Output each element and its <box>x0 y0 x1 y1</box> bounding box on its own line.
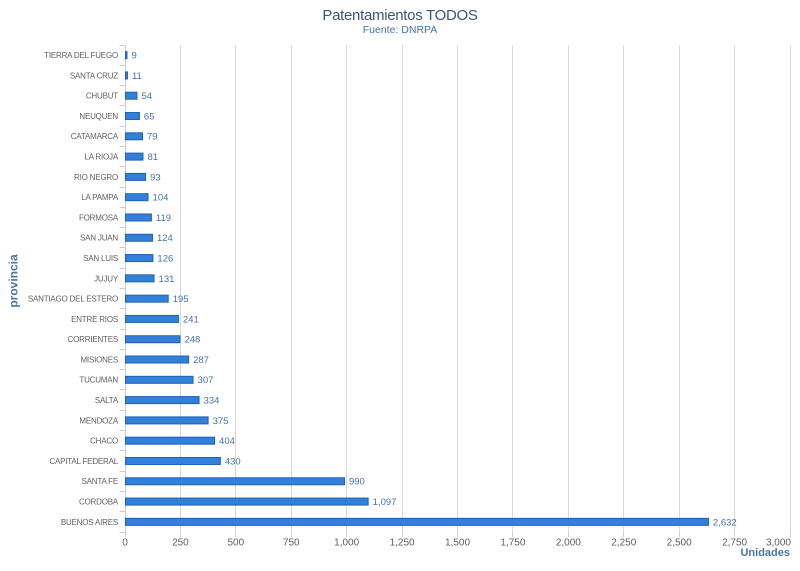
svg-text:93: 93 <box>150 172 161 183</box>
svg-text:2,250: 2,250 <box>611 538 636 549</box>
svg-text:SANTA FE: SANTA FE <box>82 477 118 486</box>
svg-text:LA RIOJA: LA RIOJA <box>84 153 118 162</box>
svg-text:SANTIAGO DEL ESTERO: SANTIAGO DEL ESTERO <box>28 295 118 304</box>
svg-text:307: 307 <box>198 375 214 386</box>
svg-text:provincia: provincia <box>7 254 21 308</box>
svg-text:CORRIENTES: CORRIENTES <box>68 335 118 344</box>
svg-text:SANTA CRUZ: SANTA CRUZ <box>70 71 118 80</box>
svg-text:CHUBUT: CHUBUT <box>86 92 118 101</box>
svg-text:119: 119 <box>156 213 171 224</box>
svg-text:CHACO: CHACO <box>90 437 118 446</box>
svg-text:9: 9 <box>132 51 137 62</box>
svg-text:500: 500 <box>227 538 244 549</box>
svg-text:126: 126 <box>157 253 173 264</box>
svg-text:MISIONES: MISIONES <box>80 355 118 364</box>
svg-text:SAN LUIS: SAN LUIS <box>83 254 118 263</box>
svg-text:Unidades: Unidades <box>740 547 790 559</box>
svg-text:750: 750 <box>283 538 300 549</box>
svg-text:BUENOS AIRES: BUENOS AIRES <box>61 518 118 527</box>
svg-text:248: 248 <box>184 335 200 346</box>
svg-text:54: 54 <box>141 91 152 102</box>
svg-text:3,000: 3,000 <box>766 538 791 549</box>
svg-text:SALTA: SALTA <box>95 396 119 405</box>
svg-text:131: 131 <box>159 274 175 285</box>
svg-text:79: 79 <box>147 132 158 143</box>
svg-text:11: 11 <box>132 71 142 82</box>
svg-text:FORMOSA: FORMOSA <box>79 213 119 222</box>
svg-text:1,250: 1,250 <box>390 538 415 549</box>
svg-text:404: 404 <box>219 436 235 447</box>
svg-text:CATAMARCA: CATAMARCA <box>71 132 119 141</box>
svg-text:RIO NEGRO: RIO NEGRO <box>74 173 118 182</box>
svg-text:LA PAMPA: LA PAMPA <box>81 193 119 202</box>
svg-text:Fuente: DNRPA: Fuente: DNRPA <box>363 24 438 36</box>
svg-text:241: 241 <box>183 314 199 325</box>
svg-text:2,632: 2,632 <box>713 517 737 528</box>
svg-text:2,500: 2,500 <box>667 538 692 549</box>
svg-text:81: 81 <box>147 152 158 163</box>
svg-text:195: 195 <box>173 294 189 305</box>
svg-text:2,750: 2,750 <box>722 538 747 549</box>
svg-text:TUCUMAN: TUCUMAN <box>79 376 118 385</box>
svg-text:1,750: 1,750 <box>500 538 525 549</box>
svg-text:430: 430 <box>225 456 241 467</box>
svg-text:287: 287 <box>193 355 209 366</box>
svg-text:250: 250 <box>172 538 189 549</box>
svg-text:TIERRA DEL FUEGO: TIERRA DEL FUEGO <box>44 51 118 60</box>
svg-text:MENDOZA: MENDOZA <box>79 416 118 425</box>
svg-text:375: 375 <box>213 416 229 427</box>
svg-text:CAPITAL FEDERAL: CAPITAL FEDERAL <box>49 457 118 466</box>
svg-text:65: 65 <box>144 111 155 122</box>
svg-text:SAN JUAN: SAN JUAN <box>80 234 118 243</box>
svg-text:124: 124 <box>157 233 173 244</box>
svg-text:1,500: 1,500 <box>445 538 470 549</box>
svg-text:0: 0 <box>122 538 128 549</box>
svg-text:334: 334 <box>204 396 220 407</box>
svg-text:CORDOBA: CORDOBA <box>79 497 119 506</box>
svg-text:1,000: 1,000 <box>334 538 359 549</box>
svg-text:990: 990 <box>349 477 365 488</box>
svg-text:104: 104 <box>153 193 169 204</box>
svg-text:1,097: 1,097 <box>373 497 397 508</box>
svg-text:2,000: 2,000 <box>556 538 581 549</box>
svg-text:Patentamientos TODOS: Patentamientos TODOS <box>322 7 477 24</box>
svg-text:ENTRE RIOS: ENTRE RIOS <box>71 315 118 324</box>
svg-text:JUJUY: JUJUY <box>94 274 119 283</box>
svg-text:NEUQUEN: NEUQUEN <box>79 112 118 121</box>
